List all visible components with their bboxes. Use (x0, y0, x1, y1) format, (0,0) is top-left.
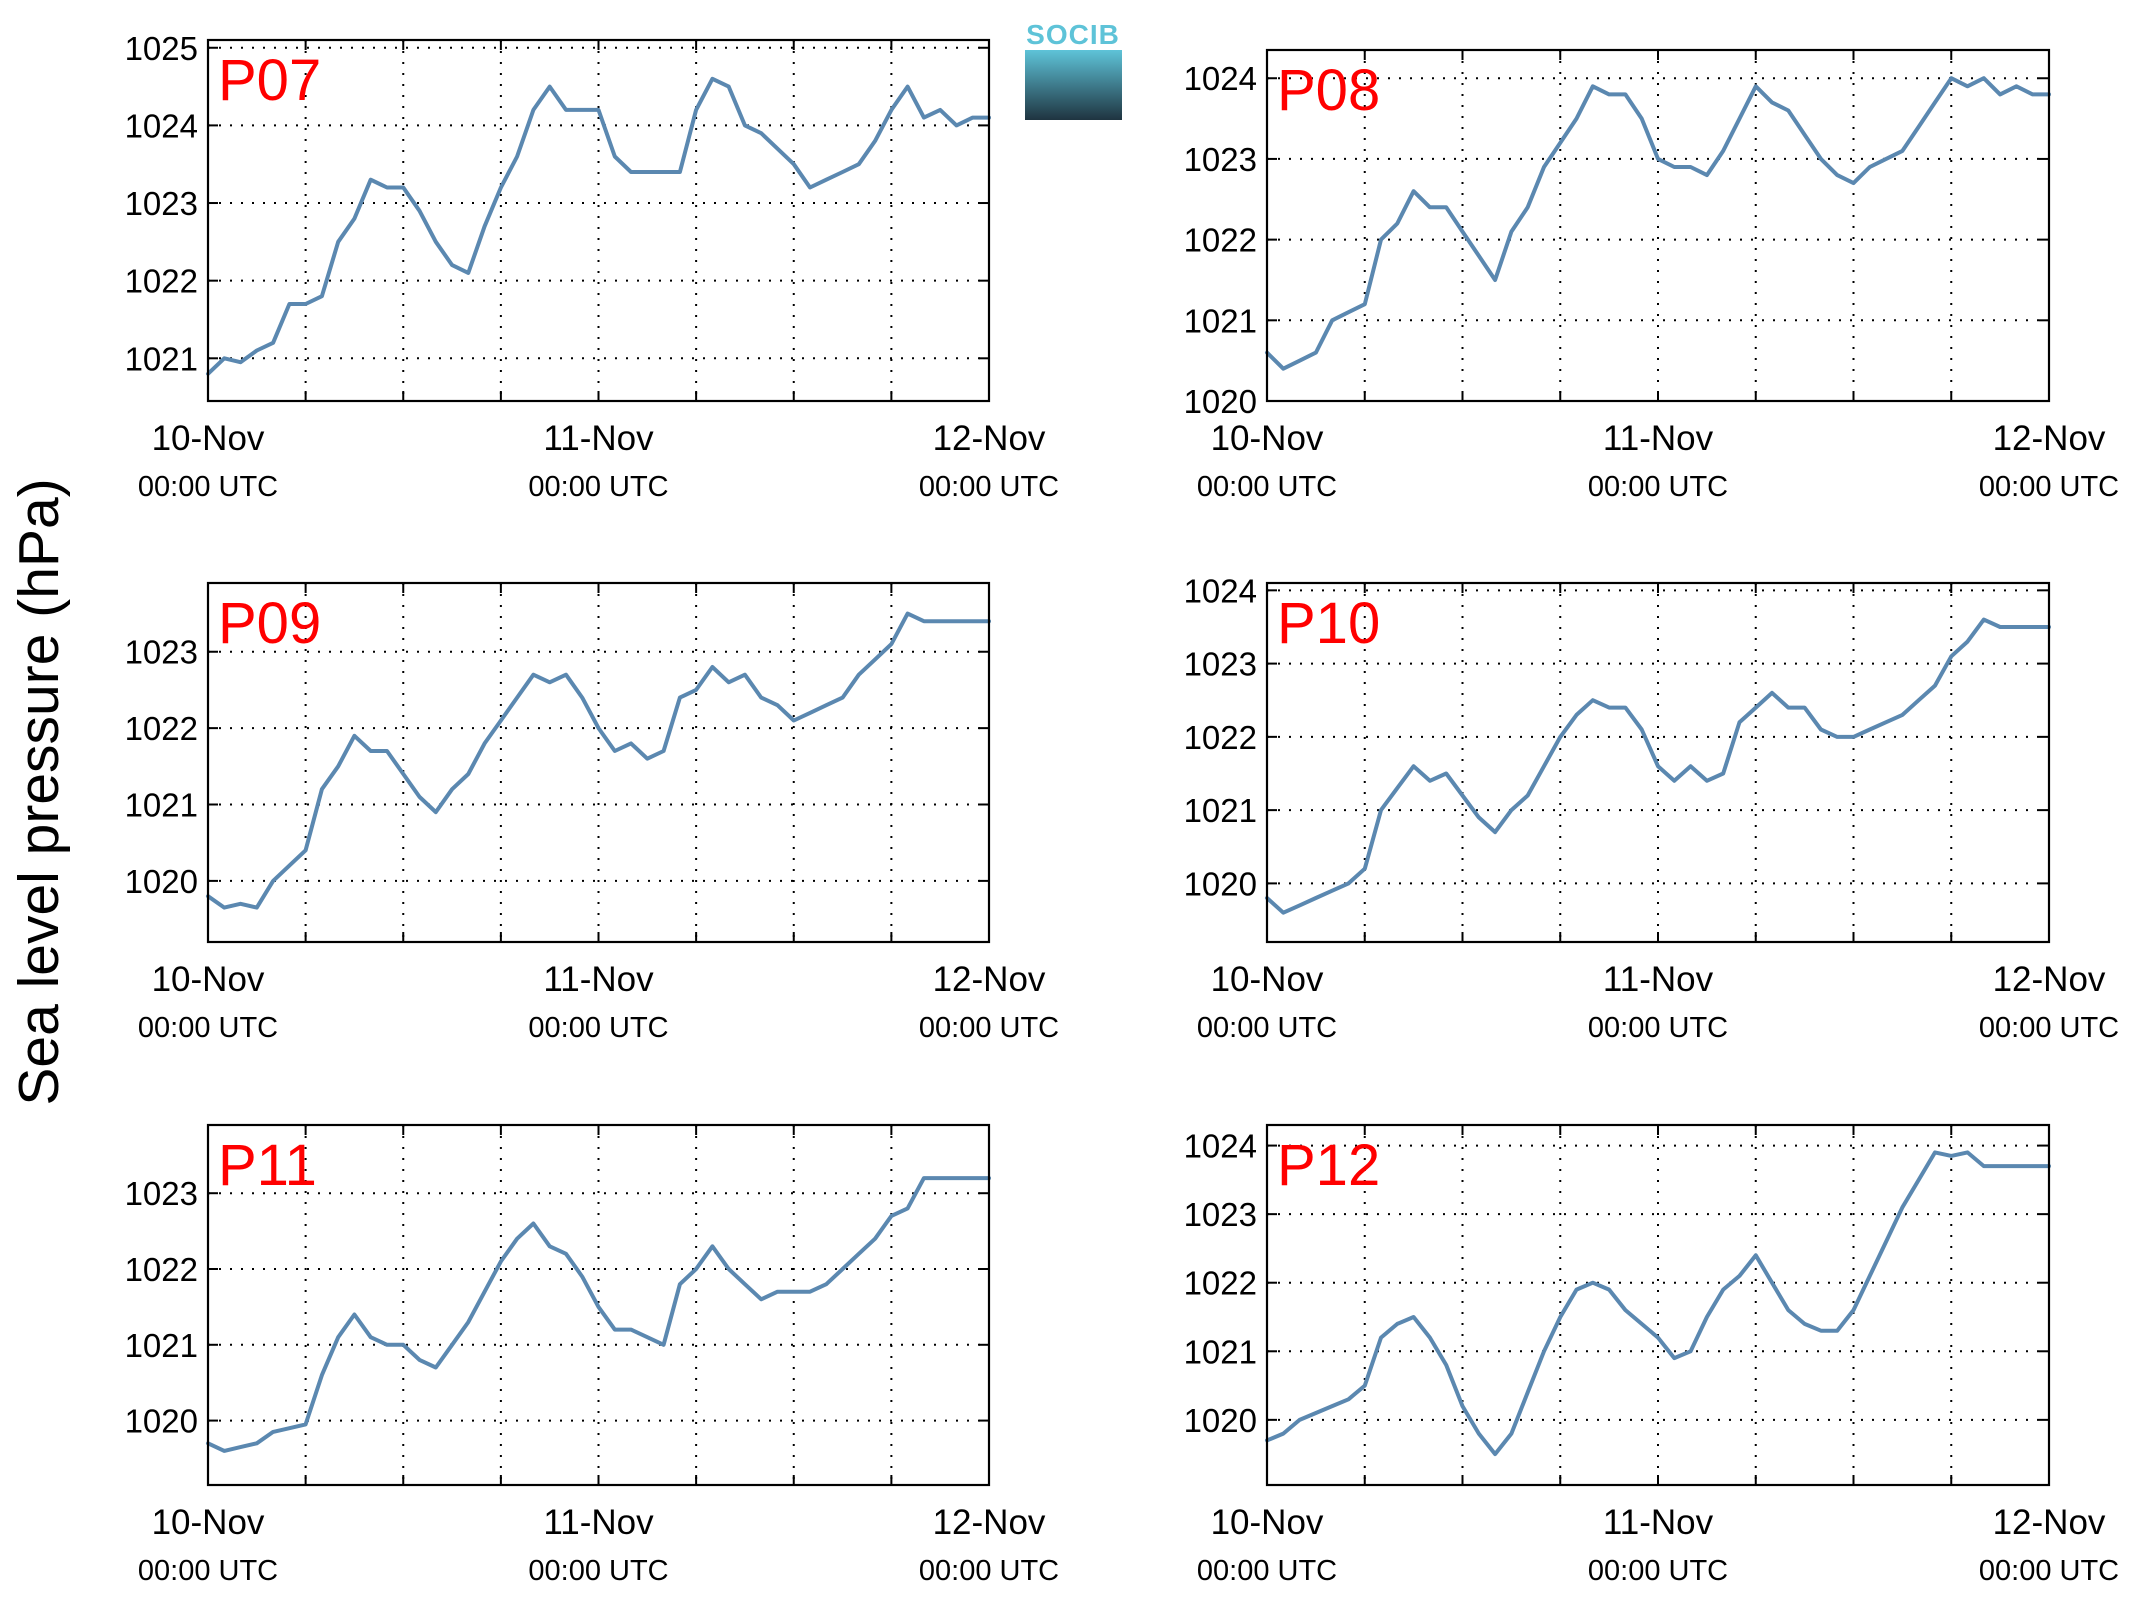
plot-frame (1265, 581, 2051, 944)
y-tick-label: 1020 (125, 1403, 198, 1440)
x-tick-label-date: 10-Nov (1211, 960, 1324, 999)
x-tick-label-time: 00:00 UTC (1588, 1555, 1728, 1587)
chart-panel-p10: 1020 1021 1022 1023 1024 10-Nov 00:00 UTC 11-No… (1184, 572, 2120, 1044)
x-tick-label-date: 12-Nov (933, 960, 1046, 999)
x-tick-label-date: 10-Nov (152, 419, 265, 458)
x-tick-label-time: 00:00 UTC (1979, 471, 2119, 503)
plot-frame (1265, 48, 2051, 403)
panel-title: P09 (218, 591, 321, 656)
x-tick-label-time: 00:00 UTC (1197, 1555, 1337, 1587)
y-tick-label: 1021 (125, 1327, 198, 1364)
socib-logo-block (1025, 50, 1122, 120)
x-tick-label-time: 00:00 UTC (919, 1012, 1059, 1044)
pressure-series-line (1265, 617, 2051, 915)
x-tick-label-time: 00:00 UTC (138, 471, 278, 503)
x-tick-label-date: 12-Nov (933, 1503, 1046, 1542)
y-tick-label: 1021 (1184, 1333, 1257, 1370)
x-tick-label-time: 00:00 UTC (528, 1555, 668, 1587)
figure-ylabel: Sea level pressure (hPa) (7, 478, 71, 1105)
x-tick-label-date: 10-Nov (152, 960, 265, 999)
plot-frame (206, 1123, 991, 1487)
y-tick-label: 1020 (1184, 865, 1257, 902)
panel-title: P12 (1277, 1133, 1380, 1198)
y-tick-label: 1024 (1184, 572, 1257, 609)
x-tick-label-time: 00:00 UTC (1197, 1012, 1337, 1044)
x-tick-label-date: 11-Nov (543, 960, 654, 999)
x-tick-label-date: 10-Nov (1211, 419, 1324, 458)
plot-frame (206, 581, 991, 944)
x-tick-label-time: 00:00 UTC (1979, 1555, 2119, 1587)
plot-frame (1265, 1123, 2051, 1487)
chart-panel-p07: 1021 1022 1023 1024 1025 10-Nov 00:00 UTC 11-No… (125, 30, 1060, 503)
x-tick-label-time: 00:00 UTC (528, 1012, 668, 1044)
y-tick-label: 1023 (125, 185, 198, 222)
x-tick-label-time: 00:00 UTC (1979, 1012, 2119, 1044)
y-tick-label: 1023 (1184, 141, 1257, 178)
y-tick-label: 1021 (125, 340, 198, 377)
y-tick-label: 1021 (1184, 302, 1257, 339)
chart-panel-p08: 1020 1021 1022 1023 1024 10-Nov 00:00 UTC 11-No… (1184, 48, 2119, 503)
y-tick-label: 1021 (125, 787, 198, 824)
x-tick-label-date: 11-Nov (1603, 960, 1714, 999)
pressure-series-line (206, 1176, 991, 1453)
chart-panel-p12: 1020 1021 1022 1023 1024 10-Nov 00:00 UTC 11-No… (1184, 1123, 2119, 1587)
panel-title: P08 (1277, 58, 1380, 123)
y-tick-label: 1020 (1184, 383, 1257, 420)
socib-logo-text: SOCIB (1026, 19, 1120, 50)
plot-frame (206, 38, 991, 403)
y-tick-label: 1022 (125, 1251, 198, 1288)
x-tick-label-date: 11-Nov (1603, 1503, 1714, 1542)
pressure-series-line (1265, 1150, 2051, 1457)
y-tick-label: 1022 (1184, 1265, 1257, 1302)
y-tick-label: 1023 (125, 1175, 198, 1212)
y-tick-label: 1022 (1184, 222, 1257, 259)
x-tick-label-date: 12-Nov (1993, 1503, 2106, 1542)
x-tick-label-date: 12-Nov (933, 419, 1046, 458)
socib-logo: SOCIB (1025, 19, 1122, 120)
x-tick-label-time: 00:00 UTC (528, 471, 668, 503)
panel-title: P10 (1277, 591, 1380, 656)
y-tick-label: 1022 (125, 710, 198, 747)
y-tick-label: 1022 (1184, 719, 1257, 756)
y-tick-label: 1024 (1184, 60, 1257, 97)
x-tick-label-date: 11-Nov (543, 1503, 654, 1542)
x-tick-label-date: 10-Nov (1211, 1503, 1324, 1542)
x-tick-label-time: 00:00 UTC (919, 1555, 1059, 1587)
x-tick-label-date: 12-Nov (1993, 960, 2106, 999)
pressure-series-line (206, 611, 991, 910)
x-tick-label-time: 00:00 UTC (138, 1555, 278, 1587)
chart-panel-p09: 1020 1021 1022 1023 10-Nov 00:00 UTC 11-Nov 00:… (125, 581, 1059, 1044)
y-tick-label: 1020 (1184, 1402, 1257, 1439)
y-tick-label: 1024 (1184, 1128, 1257, 1165)
y-tick-label: 1025 (125, 30, 198, 67)
x-tick-label-time: 00:00 UTC (1588, 471, 1728, 503)
y-tick-label: 1023 (1184, 1196, 1257, 1233)
x-tick-label-date: 12-Nov (1993, 419, 2106, 458)
x-tick-label-time: 00:00 UTC (1197, 471, 1337, 503)
y-tick-label: 1022 (125, 263, 198, 300)
x-tick-label-time: 00:00 UTC (919, 471, 1059, 503)
x-tick-label-date: 11-Nov (543, 419, 654, 458)
y-tick-label: 1023 (1184, 646, 1257, 683)
panel-title: P11 (218, 1133, 317, 1198)
y-tick-label: 1023 (125, 634, 198, 671)
y-tick-label: 1024 (125, 107, 198, 144)
x-tick-label-date: 10-Nov (152, 1503, 265, 1542)
pressure-series-line (206, 76, 991, 376)
y-tick-label: 1021 (1184, 792, 1257, 829)
x-tick-label-date: 11-Nov (1603, 419, 1714, 458)
y-tick-label: 1020 (125, 863, 198, 900)
panel-title: P07 (218, 48, 321, 113)
x-tick-label-time: 00:00 UTC (1588, 1012, 1728, 1044)
x-tick-label-time: 00:00 UTC (138, 1012, 278, 1044)
pressure-series-line (1265, 76, 2051, 371)
chart-panel-p11: 1020 1021 1022 1023 10-Nov 00:00 UTC 11-Nov 00:… (125, 1123, 1059, 1587)
